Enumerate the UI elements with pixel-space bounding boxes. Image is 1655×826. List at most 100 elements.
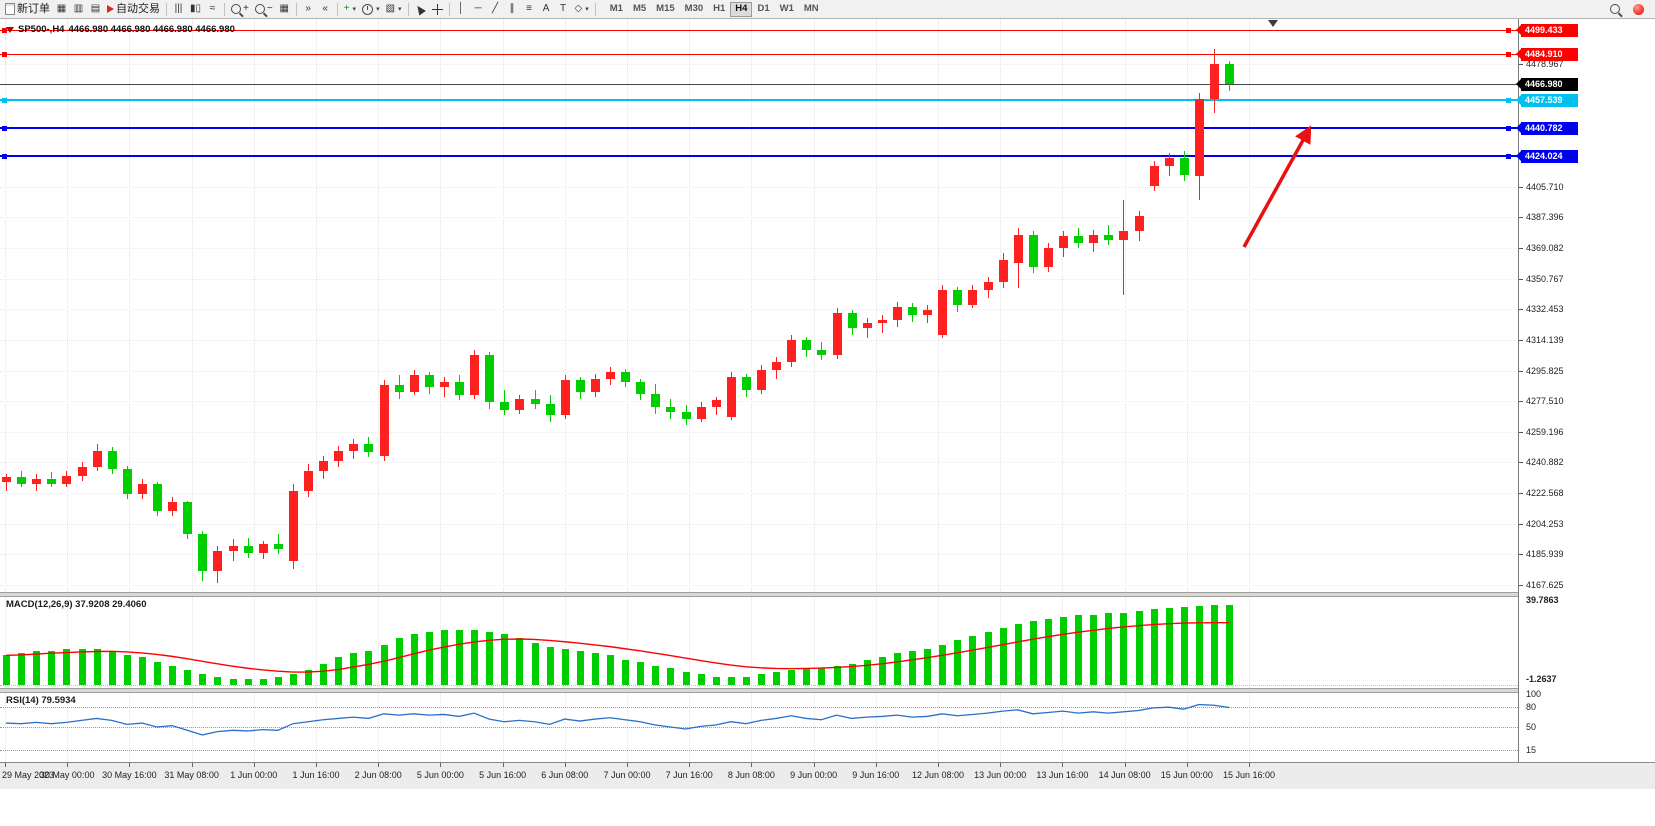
gridline-horizontal [0,278,1518,280]
zoom-in-button[interactable]: + [228,1,252,17]
candle [560,380,570,416]
candle-wick [1123,199,1125,295]
tile-windows-button[interactable]: ▦ [276,1,293,17]
indicators-button[interactable]: + ▾ [341,1,359,17]
timeframe-m1[interactable]: M1 [605,2,628,17]
timeframe-h4[interactable]: H4 [730,1,753,17]
auto-scroll-button[interactable]: » [300,1,317,17]
search-icon [1609,4,1620,14]
line-chart-button[interactable]: ≈ [204,1,221,17]
macd-histogram-bar [1165,607,1173,685]
macd-histogram-bar [1226,604,1234,685]
trendline-button[interactable]: ╱ [487,1,504,17]
line-handle[interactable] [2,98,7,104]
panel-separator[interactable] [0,592,1655,597]
line-handle[interactable] [1506,126,1511,132]
new-order-button[interactable]: 新订单 [2,1,53,17]
macd-histogram-bar [244,678,252,685]
candle [621,371,631,382]
line-handle[interactable] [1506,98,1511,104]
time-tick-label: 30 May 16:00 [102,770,157,780]
rsi-level-line [0,727,1518,728]
candle [409,375,419,393]
fibonacci-button[interactable]: ≡ [521,1,538,17]
gridline-horizontal [0,64,1518,66]
candle [787,340,797,362]
zoom-in-icon [231,4,242,14]
navigator-button[interactable]: ▤ [87,1,104,17]
macd-histogram-bar [108,651,116,685]
candle [1179,157,1189,175]
macd-histogram-bar [954,640,962,685]
symbol-dropdown-icon[interactable] [6,26,14,33]
toolbar-right [1606,0,1647,18]
horizontal-level-line[interactable] [0,155,1518,158]
zoom-out-button[interactable]: − [252,1,276,17]
timeframe-mn[interactable]: MN [799,2,824,17]
charts-window-button[interactable]: ▦ [53,1,70,17]
horizontal-level-line[interactable] [0,54,1518,56]
shapes-glyph-icon: ◇ [574,3,583,14]
macd-histogram-bar [773,672,781,685]
channel-button[interactable]: ∥ [504,1,521,17]
candle [877,320,887,324]
time-axis[interactable]: 29 May 2023 30 May 00:00 30 May 16:00 31 Ma… [0,762,1655,789]
bar-chart-button[interactable]: ||| [170,1,187,17]
alert-icon [1633,3,1644,15]
toolbar-separator [336,2,338,16]
price-tick: 4240.882 [1526,457,1564,468]
crosshair-button[interactable] [429,1,446,17]
line-handle[interactable] [1506,28,1511,33]
macd-histogram-bar [818,668,826,685]
navigator-glyph-icon: ▤ [90,3,101,14]
time-tick-mark [689,763,691,767]
panel-separator[interactable] [0,688,1655,693]
line-handle[interactable] [2,154,7,160]
macd-histogram-bar [48,651,56,685]
templates-button[interactable]: ▧ ▾ [383,1,405,17]
horizontal-level-line[interactable] [0,99,1518,102]
candle [515,398,525,411]
timeframe-w1[interactable]: W1 [775,2,799,17]
price-axis[interactable]: 39.7863 -1.2637 4478.967 4405.710 4387.396… [1516,18,1655,762]
alert-button[interactable] [1630,1,1647,17]
macd-histogram-bar [138,657,146,685]
candle [470,355,480,396]
line-handle[interactable] [1506,154,1511,160]
macd-histogram-bar [939,644,947,685]
horizontal-line-button[interactable]: ─ [470,1,487,17]
line-handle[interactable] [2,126,7,132]
text-button[interactable]: A [538,1,555,17]
search-button[interactable] [1606,1,1623,17]
macd-histogram-bar [350,653,358,685]
time-tick-label: 7 Jun 16:00 [665,770,713,780]
text-label-button[interactable]: T [555,1,572,17]
vertical-line-button[interactable]: │ [453,1,470,17]
timeframe-m15[interactable]: M15 [651,2,679,17]
price-level-label: 4499.433 [1516,23,1578,37]
candle-chart-button[interactable]: ▮▯ [187,1,204,17]
line-handle[interactable] [1506,52,1511,58]
chart-shift-marker[interactable] [1268,20,1278,27]
timeframe-m5[interactable]: M5 [628,2,651,17]
time-tick-label: 15 Jun 16:00 [1222,770,1276,780]
line-handle[interactable] [2,52,7,58]
candle [1074,236,1084,244]
zoom-out-icon [254,4,265,14]
gridline-vertical [627,19,628,762]
timeframe-h1[interactable]: H1 [708,2,730,17]
data-window-button[interactable]: ▥ [70,1,87,17]
line-handle[interactable] [2,28,7,33]
cursor-button[interactable] [412,1,429,17]
horizontal-level-line[interactable] [0,127,1518,130]
timeframe-m30[interactable]: M30 [680,2,708,17]
horizontal-level-line[interactable] [0,30,1518,31]
periods-button[interactable]: ▾ [359,1,383,17]
chart-shift-button[interactable]: « [317,1,334,17]
candle [1059,236,1068,249]
auto-trading-button[interactable]: 自动交易 [104,1,163,17]
macd-histogram-bar [848,663,856,685]
timeframe-d1[interactable]: D1 [752,2,774,17]
shapes-button[interactable]: ◇ ▾ [572,1,592,17]
